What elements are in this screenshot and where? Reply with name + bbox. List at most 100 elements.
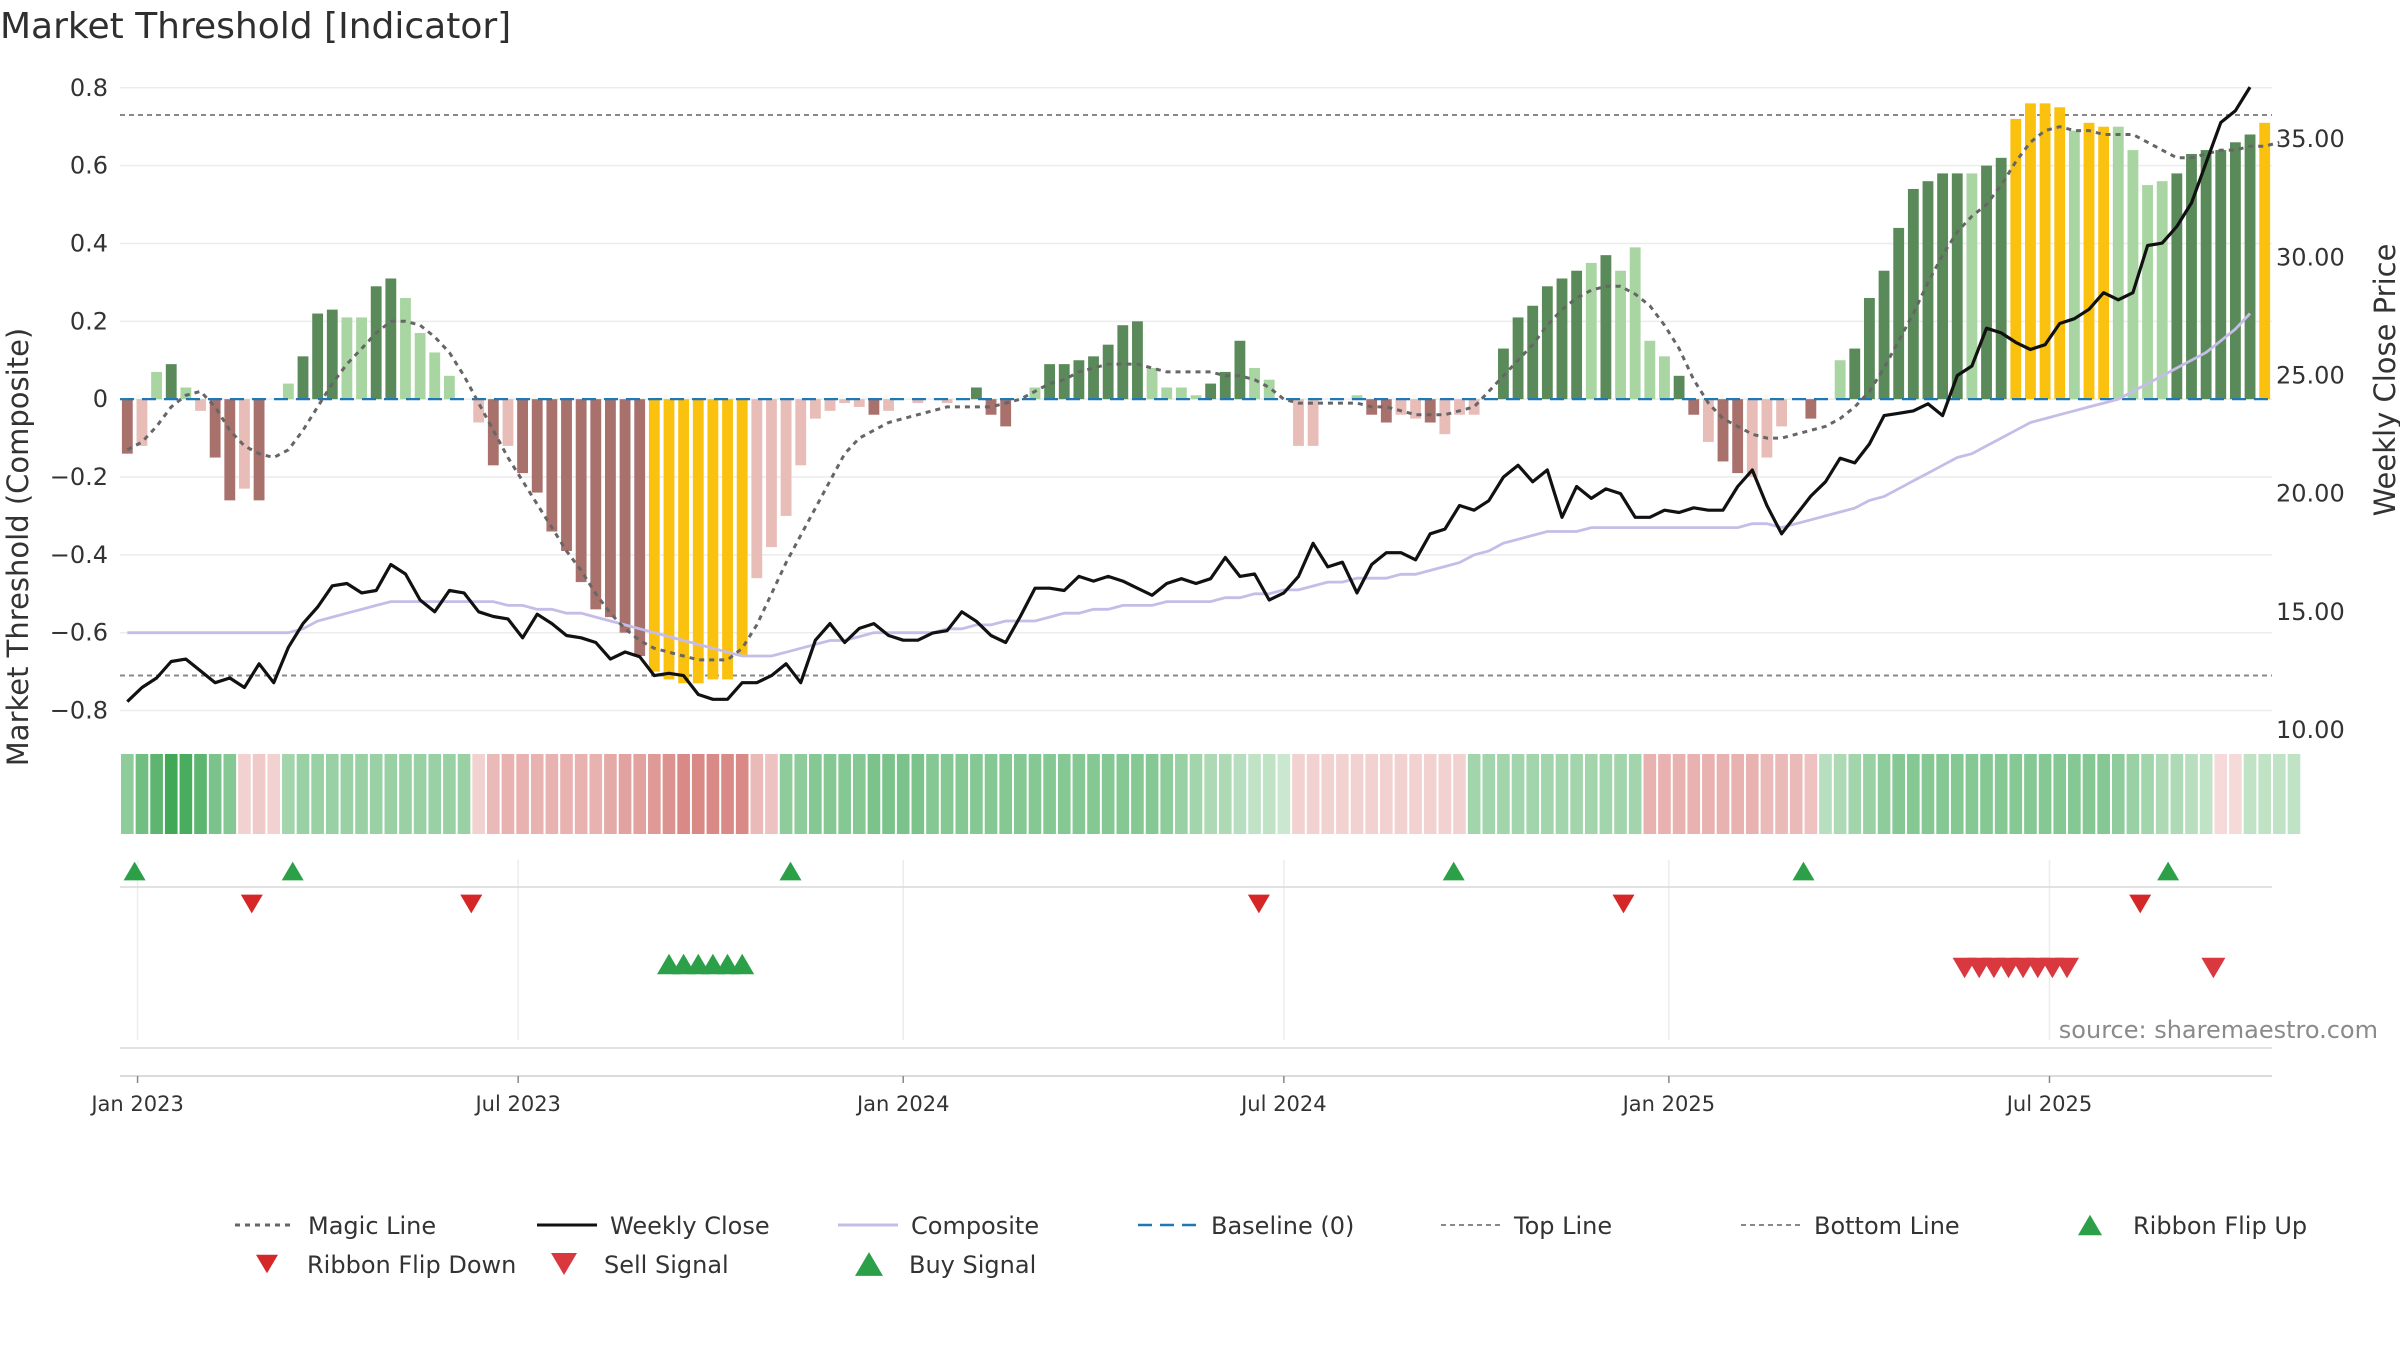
ribbon-cell (2214, 754, 2228, 834)
histogram-bar (473, 399, 485, 423)
histogram-bar (429, 352, 441, 400)
composite-line (127, 312, 2252, 658)
histogram-bar (1732, 399, 1744, 474)
ribbon-cell (121, 754, 134, 834)
ribbon-cell (1497, 754, 1510, 834)
x-tick-label: Jan 2023 (89, 1092, 184, 1116)
ribbon-cell (1145, 754, 1159, 834)
ribbon-flip-up-marker (779, 861, 802, 881)
ribbon-cell (1365, 754, 1378, 834)
ribbon-cell (2199, 754, 2213, 834)
histogram-bar (1878, 270, 1890, 400)
ribbon-cell (896, 754, 910, 834)
ribbon-cell (1614, 754, 1627, 834)
x-axis: Jan 2023 Jul 2023 Jan 2024 Jul 2024 Jan 2025… (89, 1075, 2272, 1116)
right-y-axis-label: Weekly Close Price (2368, 244, 2400, 517)
ribbon-cell (2111, 754, 2125, 834)
ribbon-strip (121, 754, 2301, 834)
ribbon-cell (1775, 754, 1788, 834)
histogram-bar (1746, 399, 1758, 478)
ribbon-cell (867, 754, 881, 834)
ribbon-cell (1599, 754, 1613, 834)
ribbon-cell (2097, 754, 2110, 834)
ribbon-flip-down-marker (460, 894, 483, 914)
ribbon-cell (1277, 754, 1291, 834)
histogram-bar (883, 399, 894, 411)
histogram-bar (1717, 399, 1729, 462)
legend-marker (2078, 1214, 2102, 1236)
histogram-bar (282, 383, 294, 400)
left-y-axis: 0.8 0.6 0.4 0.2 0 −0.2 −0.4 −0.6 −0.8 (50, 74, 108, 725)
histogram-bar (1234, 340, 1246, 400)
left-y-tick: 0.6 (70, 152, 108, 180)
histogram-bar (414, 332, 426, 400)
x-tick-label: Jul 2025 (2005, 1092, 2092, 1116)
ribbon-cell (1218, 754, 1232, 834)
histogram-bar (1249, 368, 1260, 400)
ribbon-cell (970, 754, 983, 834)
histogram-bar (692, 399, 704, 684)
histogram-bar (751, 399, 763, 579)
histogram-bar (1834, 360, 1846, 400)
histogram-bar (1439, 399, 1451, 435)
ribbon-cell (1745, 754, 1759, 834)
magic-line (126, 125, 2280, 662)
ribbon-cell (1628, 754, 1642, 834)
legend-symbol (551, 1253, 577, 1275)
histogram-bar (2098, 126, 2110, 400)
legend-label: Bottom Line (1814, 1212, 1960, 1240)
weekly-close-line (126, 86, 2252, 703)
histogram-bar (868, 399, 880, 415)
histogram-bar (1175, 387, 1187, 400)
ribbon-cell (1292, 754, 1305, 834)
right-y-tick: 20.00 (2276, 480, 2345, 508)
ribbon-cell (999, 754, 1013, 834)
histogram-bar (2112, 126, 2124, 400)
histogram-bar (2215, 150, 2227, 400)
ribbon-cell (1570, 754, 1583, 834)
histogram-bar (1893, 227, 1905, 400)
ribbon-cell (1116, 754, 1130, 834)
ribbon-cell (2287, 754, 2301, 834)
legend-item-sell: Sell Signal (551, 1251, 729, 1279)
histogram-bar (224, 399, 236, 501)
ribbon-cell (1482, 754, 1496, 834)
ribbon-cell (1189, 754, 1203, 834)
histogram-bar (136, 399, 148, 446)
ribbon-cell (765, 754, 778, 834)
histogram-bar (1380, 399, 1392, 423)
ribbon-cell (369, 754, 383, 834)
histogram-bar (297, 356, 309, 400)
ribbon-cell (428, 754, 442, 834)
legend-label: Ribbon Flip Down (307, 1251, 516, 1279)
legend-label: Buy Signal (909, 1251, 1036, 1279)
histogram-bar (707, 399, 719, 680)
left-y-tick: −0.2 (50, 463, 108, 491)
ribbon-cell (1731, 754, 1744, 834)
histogram-bar (1263, 379, 1275, 400)
histogram-bar (1951, 173, 1963, 400)
ribbon-cell (179, 754, 193, 834)
ribbon-cell (457, 754, 471, 834)
histogram-bar (517, 399, 529, 474)
histogram-bar (2010, 118, 2022, 400)
legend-item-composite: Composite (838, 1212, 1039, 1240)
histogram-bar (2127, 150, 2139, 400)
ribbon-cell (618, 754, 632, 834)
legend-item-flip_down: Ribbon Flip Down (256, 1251, 516, 1279)
histogram-bar (1644, 340, 1656, 400)
histogram-bar (1073, 360, 1085, 400)
ribbon-cell (633, 754, 647, 834)
legend-marker (256, 1254, 278, 1274)
histogram-bar (253, 399, 265, 501)
ribbon-flip-up-marker (281, 861, 304, 881)
ribbon-cell (1175, 754, 1188, 834)
ribbon-cell (1804, 754, 1818, 834)
ribbon-cell (1994, 754, 2008, 834)
ribbon-cell (1014, 754, 1027, 834)
right-y-tick: 30.00 (2276, 243, 2345, 271)
ribbon-cell (501, 754, 515, 834)
left-y-tick: 0 (93, 385, 108, 413)
histogram-bar (1688, 399, 1700, 415)
right-y-tick: 35.00 (2276, 125, 2345, 153)
